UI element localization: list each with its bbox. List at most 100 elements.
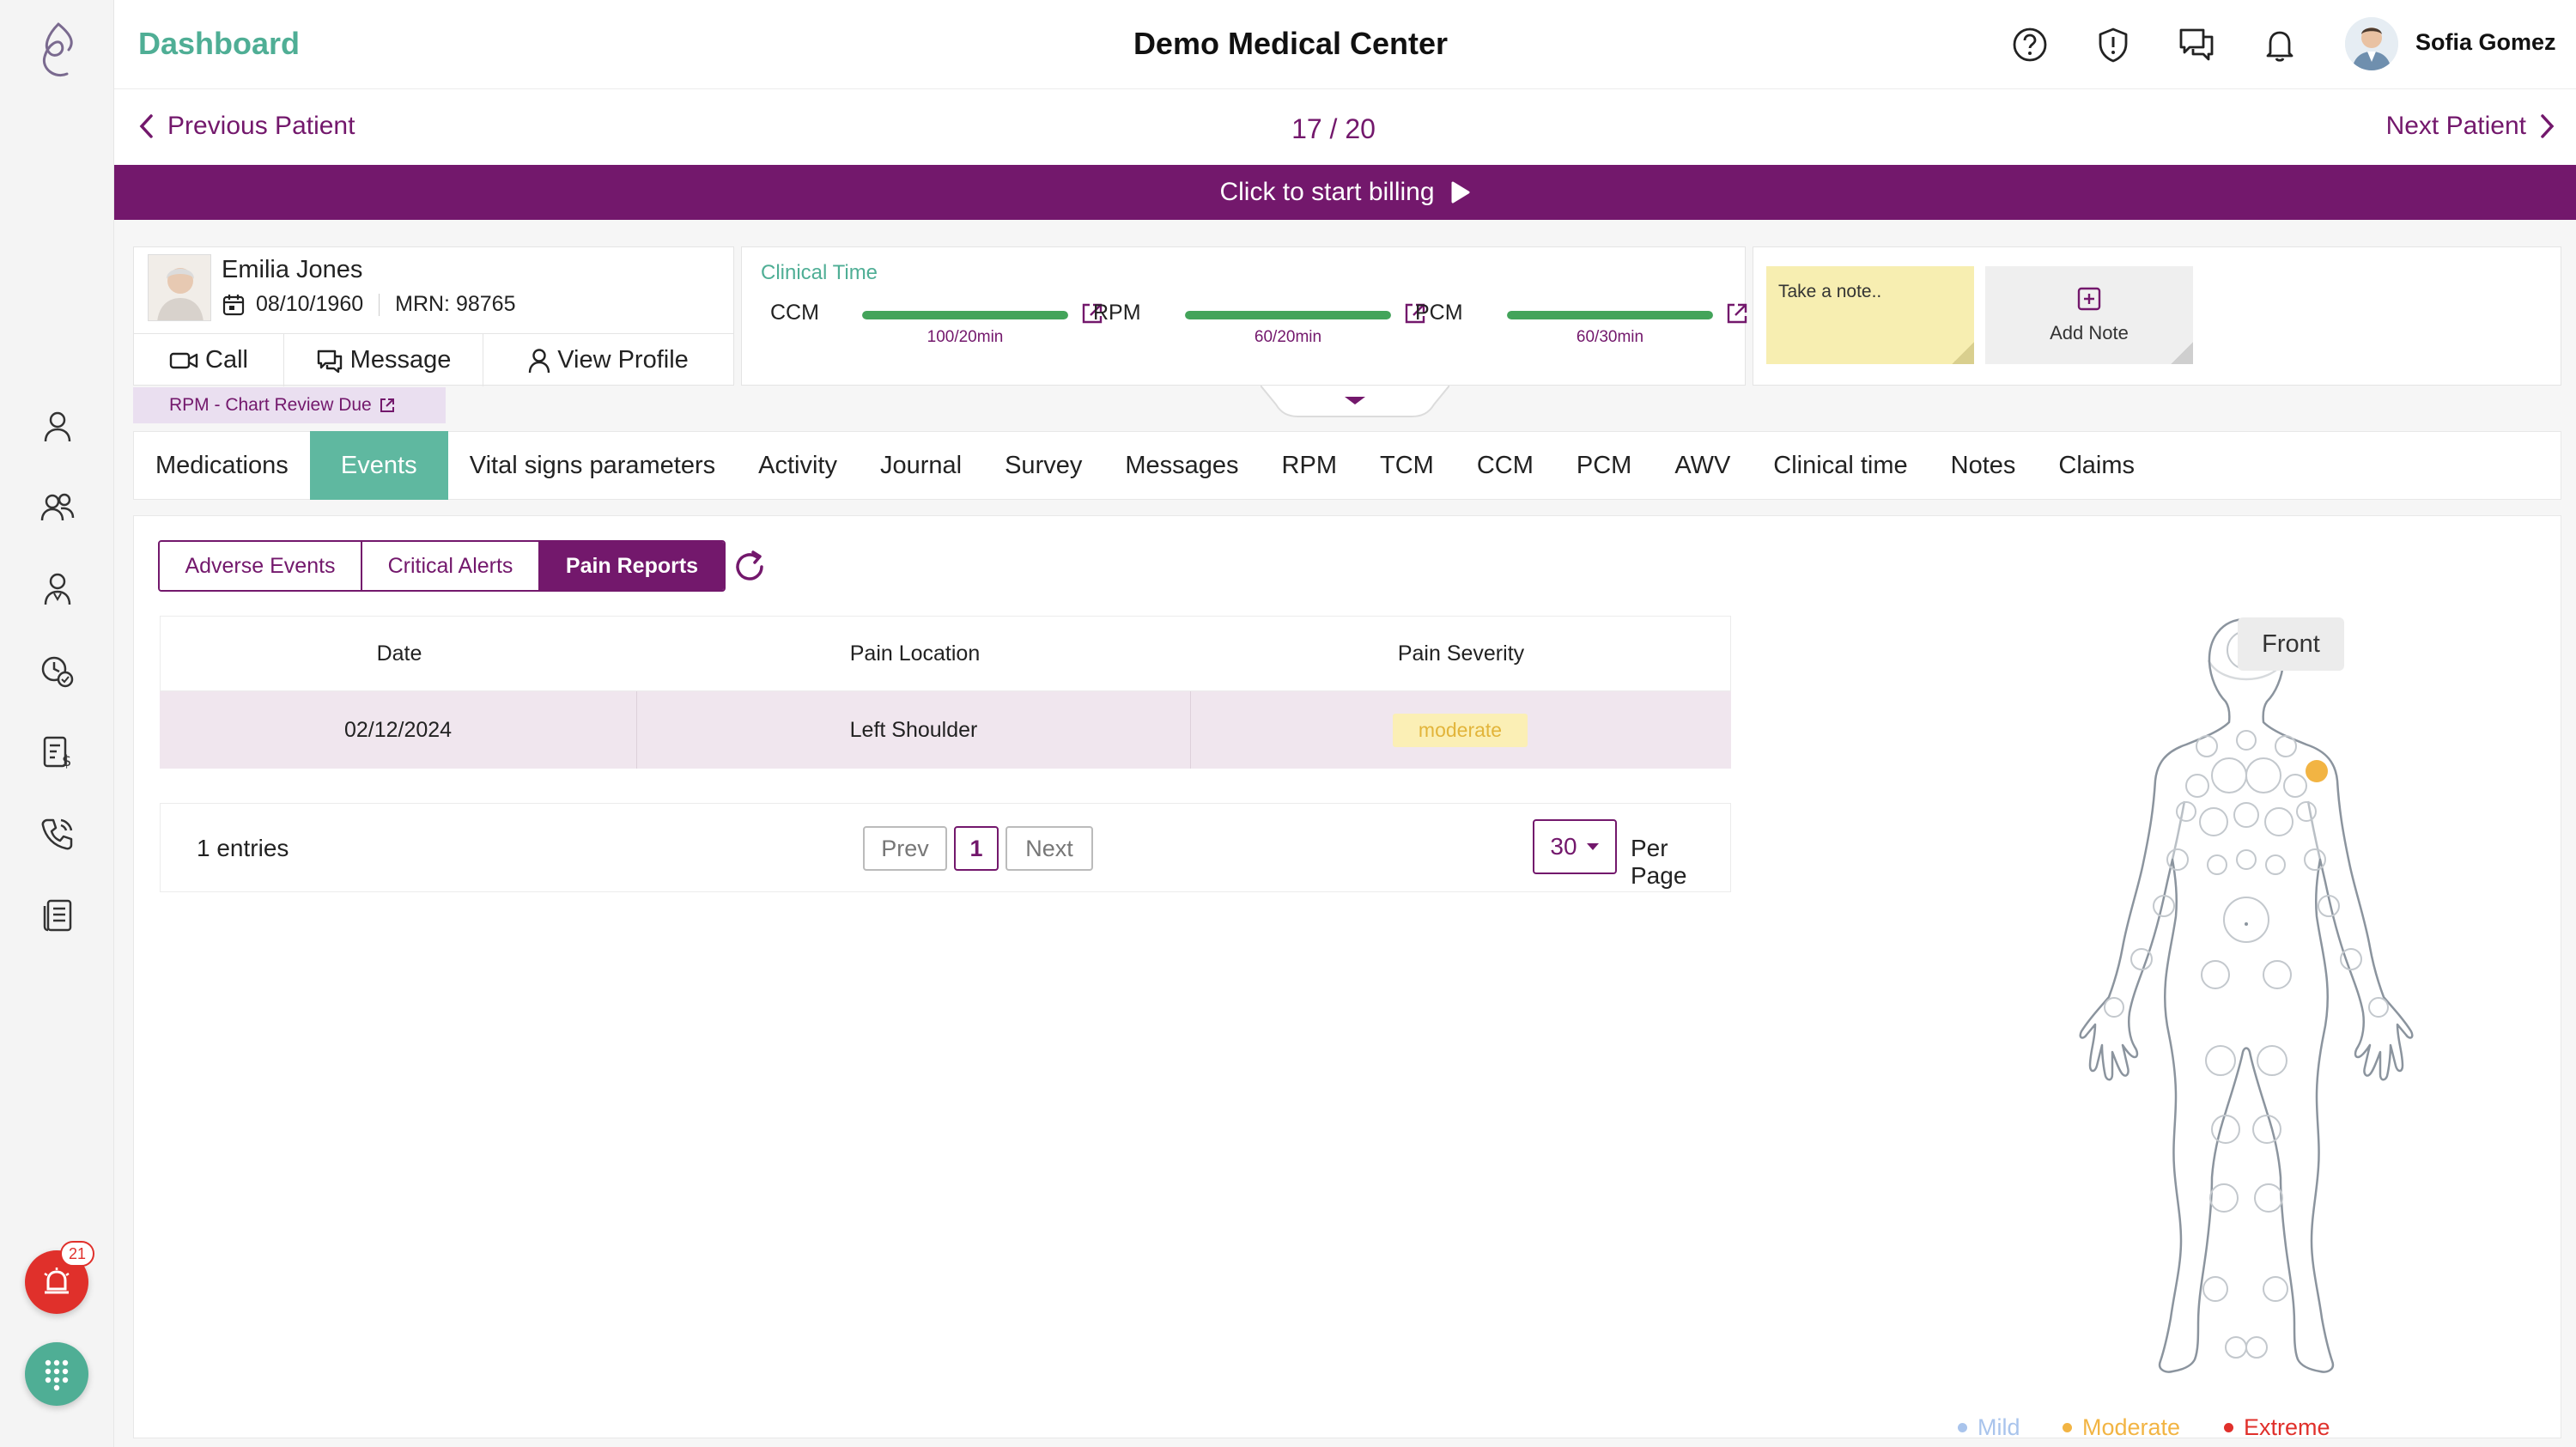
start-billing-bar[interactable]: Click to start billing xyxy=(114,165,2576,220)
chevron-left-icon xyxy=(139,114,153,138)
sidebar-schedule-icon[interactable] xyxy=(38,651,77,690)
sidebar-billing-icon[interactable]: $ xyxy=(38,733,77,772)
chat-icon[interactable] xyxy=(2176,24,2217,65)
quick-note-input[interactable]: Take a note.. xyxy=(1766,266,1974,364)
legend-mild: Mild xyxy=(1958,1414,2020,1441)
page-title[interactable]: Dashboard xyxy=(138,26,301,61)
rpm-chart-review-tag[interactable]: RPM - Chart Review Due xyxy=(133,387,446,423)
notes-card: Take a note.. Add Note xyxy=(1753,246,2561,386)
legend-moderate-label: Moderate xyxy=(2082,1414,2181,1440)
pain-regions xyxy=(2104,630,2389,1359)
add-note-button[interactable]: Add Note xyxy=(1985,266,2193,364)
legend-mild-dot xyxy=(1958,1423,1967,1432)
notification-bell-icon[interactable] xyxy=(2259,24,2300,65)
sidebar-calls-icon[interactable] xyxy=(38,814,77,854)
tab-events[interactable]: Events xyxy=(309,431,448,500)
tab-awv[interactable]: AWV xyxy=(1674,451,1731,479)
tab-rpm[interactable]: RPM xyxy=(1281,451,1337,479)
event-filter-group: Adverse Events Critical Alerts Pain Repo… xyxy=(158,540,726,592)
tab-notes[interactable]: Notes xyxy=(1950,451,2016,479)
video-camera-icon xyxy=(169,352,198,368)
pain-point-left-shoulder xyxy=(2306,760,2328,782)
tab-tcm[interactable]: TCM xyxy=(1379,451,1434,479)
patient-photo xyxy=(148,254,211,321)
refresh-icon[interactable] xyxy=(730,547,769,587)
per-page-select[interactable]: 30 xyxy=(1533,819,1617,874)
tab-vital-signs-parameters[interactable]: Vital signs parameters xyxy=(469,451,716,479)
tab-journal[interactable]: Journal xyxy=(879,451,963,479)
user-avatar[interactable] xyxy=(2345,17,2398,70)
filter-pain-reports[interactable]: Pain Reports xyxy=(540,542,724,590)
patient-actions: Call Message View Profile xyxy=(134,333,733,386)
next-page-button[interactable]: Next xyxy=(1005,826,1093,871)
filter-adverse-events[interactable]: Adverse Events xyxy=(160,542,362,590)
start-billing-label: Click to start billing xyxy=(1219,178,1435,206)
play-icon xyxy=(1451,181,1470,204)
alarm-bell-icon xyxy=(44,1268,70,1294)
call-button[interactable]: Call xyxy=(134,334,284,386)
dialpad-button[interactable] xyxy=(25,1342,88,1406)
ccm-open-icon[interactable] xyxy=(1079,301,1105,326)
chevron-right-icon xyxy=(2541,114,2555,138)
rpm-progress-bar xyxy=(1185,311,1391,319)
tab-activity[interactable]: Activity xyxy=(758,451,837,479)
message-button[interactable]: Message xyxy=(284,334,483,386)
tab-messages[interactable]: Messages xyxy=(1125,451,1239,479)
table-row[interactable]: 02/12/2024 Left Shoulder moderate xyxy=(160,691,1731,769)
rpm-open-icon[interactable] xyxy=(1402,301,1428,326)
per-page-label: Per Page xyxy=(1631,835,1687,889)
tab-claims[interactable]: Claims xyxy=(2058,451,2136,479)
note-fold xyxy=(1952,342,1974,364)
rpm-value: 60/20min xyxy=(1254,328,1322,346)
header-pain-severity: Pain Severity xyxy=(1397,641,1525,666)
pain-reports-table: Date Pain Location Pain Severity 02/12/2… xyxy=(160,616,1731,769)
svg-text:$: $ xyxy=(62,752,71,769)
sidebar-patients-icon[interactable] xyxy=(38,488,77,527)
add-note-fold xyxy=(2171,342,2193,364)
tab-clinical-time[interactable]: Clinical time xyxy=(1773,451,1908,479)
ccm-progress-bar xyxy=(862,311,1068,319)
tab-ccm[interactable]: CCM xyxy=(1476,451,1534,479)
tab-medications[interactable]: Medications xyxy=(155,451,289,479)
caret-down-icon xyxy=(1345,397,1365,404)
body-map xyxy=(2079,617,2414,1373)
body-outline xyxy=(2079,617,2414,1373)
legend-moderate-dot xyxy=(2063,1423,2072,1432)
legend-moderate: Moderate xyxy=(2063,1414,2180,1441)
rpm-label: RPM xyxy=(1093,301,1141,325)
page-1-button[interactable]: 1 xyxy=(954,826,999,871)
legend-extreme-dot xyxy=(2224,1423,2233,1432)
expand-panel-toggle[interactable] xyxy=(1261,386,1449,420)
rpm-time: RPM 60/20min xyxy=(1093,299,1425,350)
previous-patient-button[interactable]: Previous Patient xyxy=(138,112,355,141)
table-header: Date Pain Location Pain Severity xyxy=(160,616,1731,691)
pcm-progress-fill xyxy=(1507,311,1713,319)
pcm-open-icon[interactable] xyxy=(1724,301,1750,326)
ccm-progress-fill xyxy=(862,311,1068,319)
sidebar-care-team-icon[interactable] xyxy=(38,569,77,609)
app-logo[interactable] xyxy=(24,19,91,88)
severity-badge: moderate xyxy=(1392,713,1528,747)
view-profile-button[interactable]: View Profile xyxy=(483,334,733,386)
user-name[interactable]: Sofia Gomez xyxy=(2415,29,2556,55)
prev-page-button[interactable]: Prev xyxy=(863,826,947,871)
calendar-icon xyxy=(222,294,245,315)
patient-navigation: Previous Patient 17 / 20 Next Patient xyxy=(114,89,2576,165)
header-pain-location: Pain Location xyxy=(849,641,981,666)
sidebar-reports-icon[interactable] xyxy=(38,896,77,935)
patient-tabs: Medications Events Vital signs parameter… xyxy=(133,431,2561,500)
body-view-front-button[interactable]: Front xyxy=(2238,617,2344,671)
meta-divider xyxy=(379,293,380,316)
header-date: Date xyxy=(376,641,422,666)
filter-critical-alerts[interactable]: Critical Alerts xyxy=(362,542,540,590)
tab-pcm[interactable]: PCM xyxy=(1576,451,1632,479)
tab-survey[interactable]: Survey xyxy=(1005,451,1083,479)
per-page-value: 30 xyxy=(1550,833,1577,860)
row-pain-severity: moderate xyxy=(1191,691,1729,769)
sidebar-patient-icon[interactable] xyxy=(38,407,77,447)
help-icon[interactable] xyxy=(2009,24,2050,65)
caret-down-icon xyxy=(1586,843,1599,850)
patient-name: Emilia Jones xyxy=(222,256,363,283)
security-shield-icon[interactable] xyxy=(2093,24,2134,65)
next-patient-button[interactable]: Next Patient xyxy=(2386,112,2555,141)
